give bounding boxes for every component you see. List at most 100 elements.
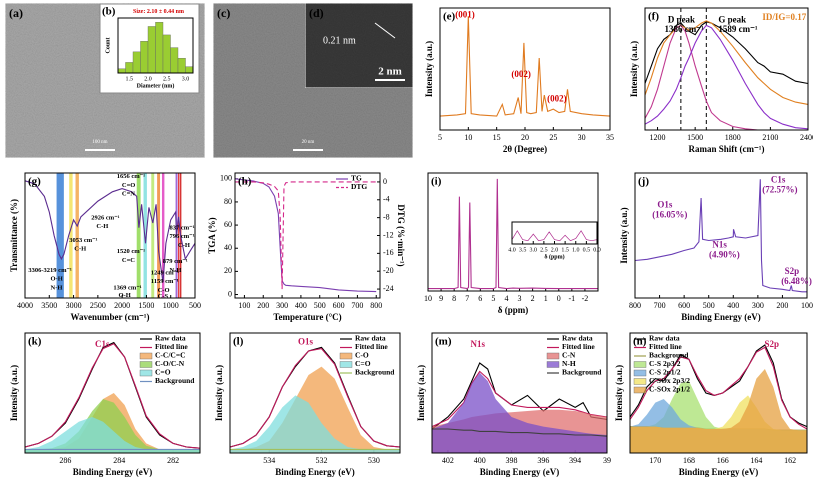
legend-swatch xyxy=(139,352,153,360)
annotation: C-S xyxy=(158,293,169,300)
y2-tick-label: -4 xyxy=(383,195,390,204)
legend-swatch xyxy=(139,369,153,377)
x-axis-label: Diameter (nm) xyxy=(137,82,175,89)
legend-label: C-S 2p1/2 xyxy=(649,368,681,377)
x-axis-label: Binding Energy (eV) xyxy=(681,312,761,322)
y-tick-label: 20 xyxy=(224,266,232,275)
x-tick-label: 10 xyxy=(424,294,432,303)
histogram-bar xyxy=(170,47,179,74)
annotation: (72.57%) xyxy=(762,185,797,195)
line xyxy=(24,343,201,449)
legend-label: DTG xyxy=(351,182,367,191)
annotation: O1s xyxy=(298,337,314,347)
x-tick-label: 2500 xyxy=(90,301,106,310)
y-tick-label: 60 xyxy=(224,220,232,229)
x-tick-label: 5 xyxy=(438,133,442,142)
x-axis-label: Wavenumber (cm⁻¹) xyxy=(70,312,149,322)
area xyxy=(432,372,607,453)
annotation: 1249 cm⁻¹ xyxy=(151,269,179,276)
legend-label: C-SOx 2p3/2 xyxy=(649,376,690,385)
legend-label: C-N xyxy=(562,351,576,360)
plot-area xyxy=(235,173,380,298)
x-tick-label: 7 xyxy=(465,294,469,303)
annotation: N1s xyxy=(712,240,727,250)
line xyxy=(511,230,598,242)
legend-label: Raw data xyxy=(355,334,386,343)
line xyxy=(439,16,611,117)
annotation: (001) xyxy=(455,9,475,19)
y-axis-label: Transmittance (%) xyxy=(9,199,19,272)
histogram-bar xyxy=(162,34,171,74)
annotation: ID/IG=0.17 xyxy=(762,12,806,22)
annotation: 1386 cm⁻¹ xyxy=(665,24,704,34)
annotation: 1520 cm⁻¹ xyxy=(117,248,145,255)
annotation: 1159 cm⁻¹ xyxy=(151,278,179,285)
y-tick-label: 0 xyxy=(228,289,232,298)
legend-label: C-O xyxy=(355,351,369,360)
histogram-bar xyxy=(117,68,126,74)
x-tick-label: 1500 xyxy=(138,301,154,310)
legend-label: Fitted line xyxy=(562,342,595,351)
x-tick-label: 200 xyxy=(776,301,788,310)
y-axis-label: Intensity (a.u.) xyxy=(9,365,19,421)
x-tick-label: 532 xyxy=(316,456,328,465)
line xyxy=(428,178,598,290)
y-axis-label: Intensity (a.u.) xyxy=(619,207,629,263)
x-tick-label: 500 xyxy=(703,301,715,310)
x-tick-label: 300 xyxy=(752,301,764,310)
plot-frame xyxy=(511,221,598,245)
x-tick-label: 400 xyxy=(474,456,486,465)
x-tick-label: 10 xyxy=(464,133,472,142)
line xyxy=(432,428,608,437)
histogram-bar xyxy=(140,41,149,74)
legend-label: TG xyxy=(351,174,362,183)
legend-swatch xyxy=(633,386,647,394)
chart-panel: 5 10 15 20 25 30 35 2θ (Degree) Intensity (a.u.)… xyxy=(424,7,614,154)
x-tick-label: 2100 xyxy=(762,133,778,142)
plot-frame xyxy=(634,172,808,299)
y-tick-label: 80 xyxy=(224,197,232,206)
line xyxy=(644,24,809,130)
x-axis-label: Temperature (°C) xyxy=(273,312,341,322)
legend-label: C-O/C-N xyxy=(155,359,185,368)
y-axis-label: Intensity (a.u.) xyxy=(214,365,224,421)
panel-label: (m) xyxy=(435,336,452,348)
panel-label: (h) xyxy=(238,176,252,188)
x-tick-label: 164 xyxy=(750,456,762,465)
area xyxy=(230,395,400,453)
x-axis-label: δ (ppm) xyxy=(544,253,564,260)
legend-swatch xyxy=(339,361,353,368)
annotation: N-H xyxy=(51,284,63,291)
panel-label: (a) xyxy=(9,6,23,20)
histogram-bar xyxy=(132,51,141,74)
plot-frame xyxy=(117,17,194,74)
x-tick-label: 284 xyxy=(113,456,125,465)
legend-label: C=O xyxy=(155,368,171,377)
panel-label: (e) xyxy=(443,11,456,23)
y-axis-label: Intensity (a.u.) xyxy=(424,41,434,97)
x-tick-label: 1.5 xyxy=(126,76,134,82)
x-tick-label: 35 xyxy=(606,133,614,142)
legend-swatch xyxy=(546,361,560,368)
chart-panel: 4.0 3.5 3.0 2.5 2.0 1.5 1.0 0.5 0.0 δ (ppm) xyxy=(508,221,601,260)
x-tick-label: 3.0 xyxy=(182,76,190,82)
band xyxy=(157,173,161,298)
x-axis-label: δ (ppm) xyxy=(498,305,528,315)
band xyxy=(56,173,64,298)
annotation: 2926 cm⁻¹ xyxy=(91,214,119,221)
chart-panel: 800 700 600 500 400 300 200 100 Binding Energy (… xyxy=(619,172,813,322)
chart-panel: 4000 3500 3000 2500 2000 1500 1000 500 Wavenumbe… xyxy=(9,172,201,322)
panel-label: (c) xyxy=(217,6,230,20)
legend-label: C-S 2p3/2 xyxy=(649,359,681,368)
x-tick-label: 170 xyxy=(649,456,661,465)
x-tick-label: 3000 xyxy=(66,301,82,310)
plot-frame xyxy=(24,332,201,454)
band xyxy=(178,173,180,298)
legend-label: C-C/C=C xyxy=(155,351,186,360)
y-axis-label: Count xyxy=(105,37,111,53)
x-tick-label: 166 xyxy=(717,456,729,465)
y2-tick-label: -20 xyxy=(383,266,394,275)
line xyxy=(634,179,807,293)
